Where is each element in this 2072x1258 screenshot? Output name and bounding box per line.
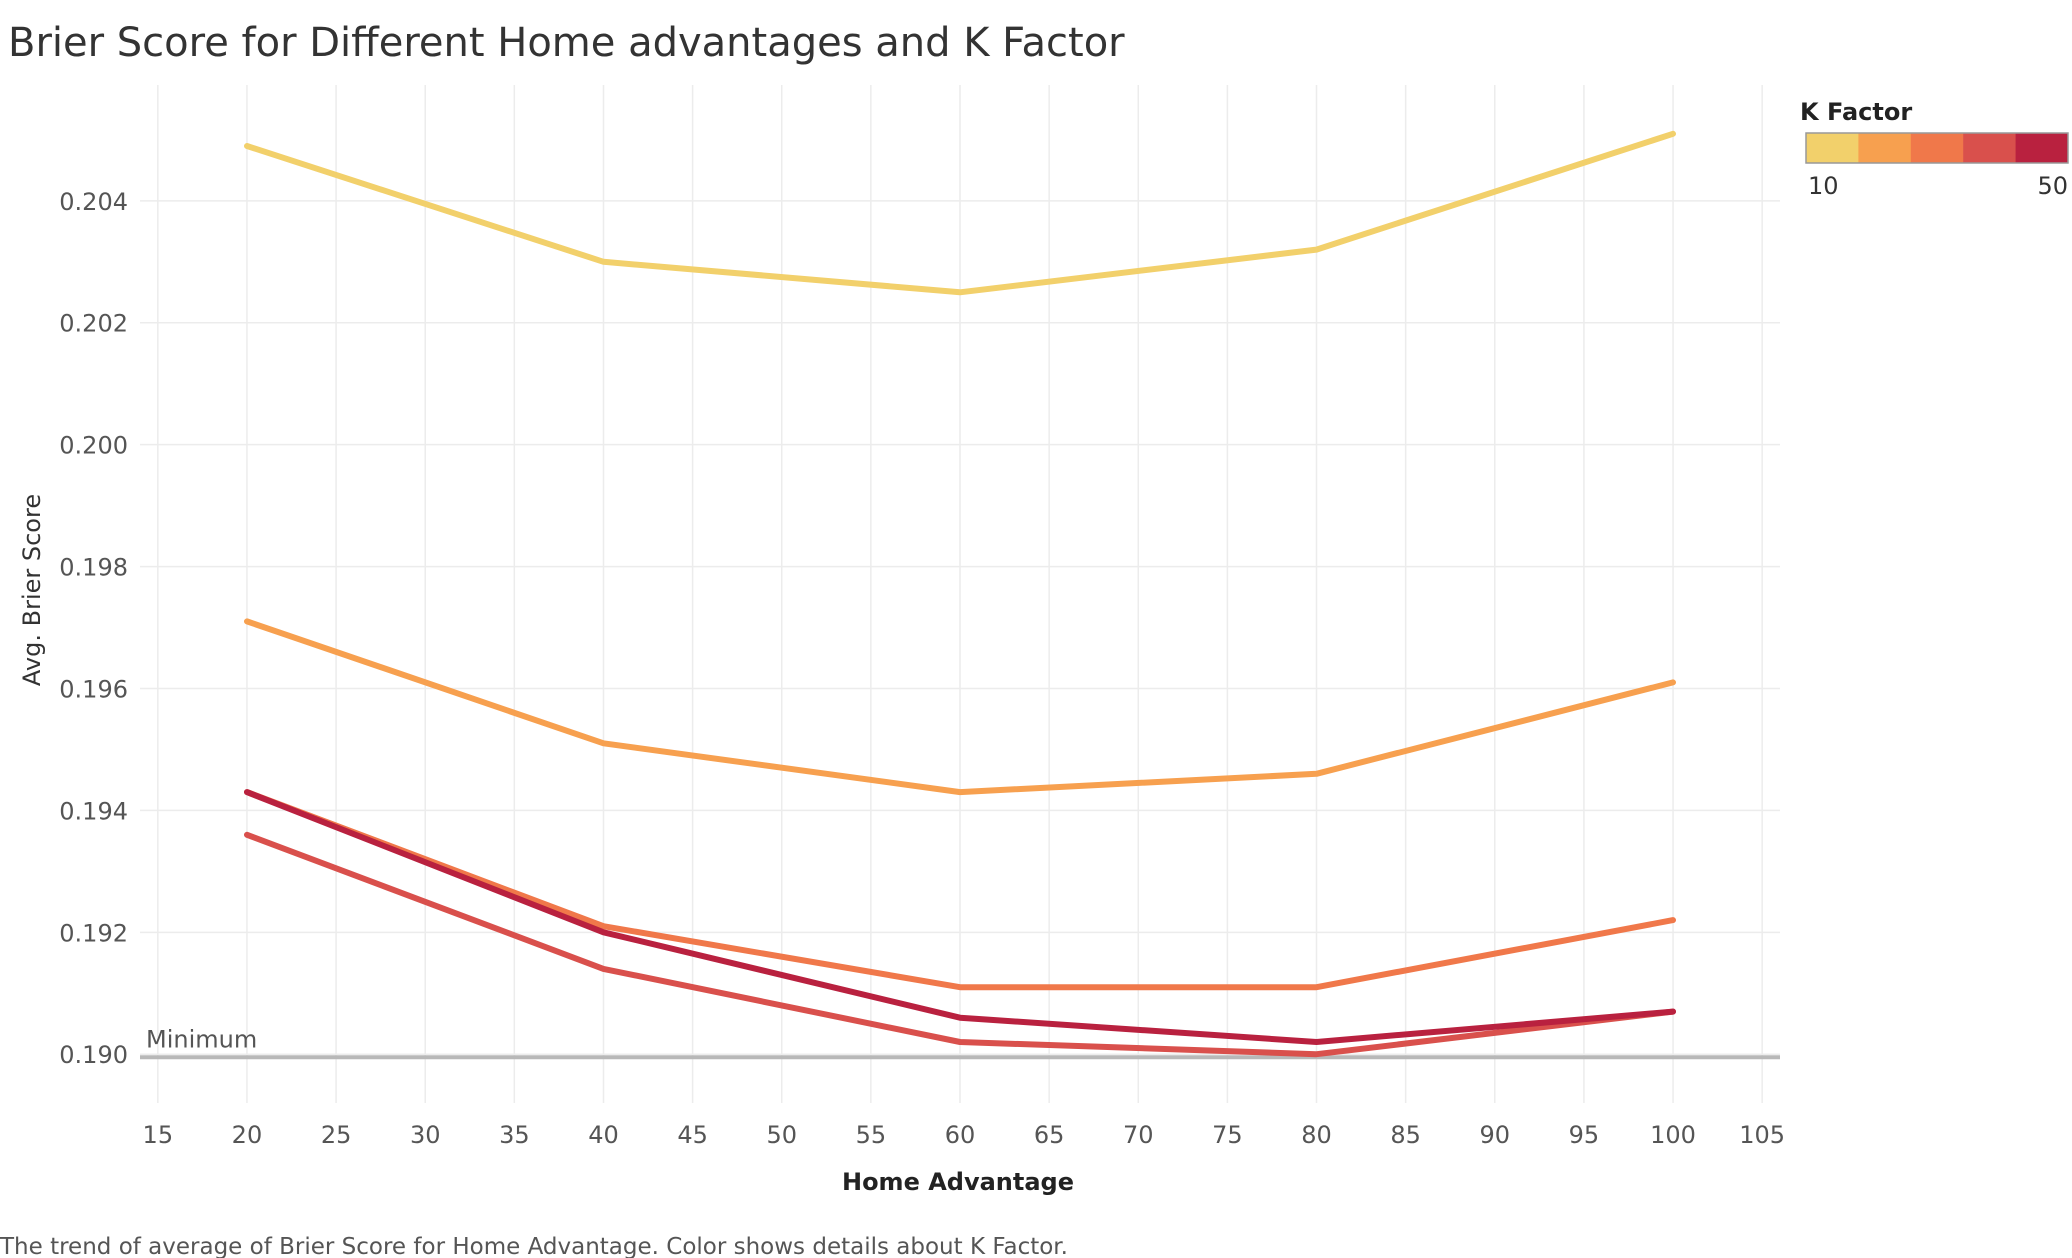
legend-min-label: 10	[1808, 172, 1839, 200]
x-tick-label: 60	[945, 1121, 976, 1149]
minimum-label: Minimum	[146, 1025, 257, 1053]
y-axis-title: Avg. Brier Score	[18, 494, 46, 686]
y-tick-label: 0.192	[59, 919, 128, 947]
x-tick-label: 80	[1301, 1121, 1332, 1149]
series-line-4	[244, 831, 1676, 1058]
x-tick-label: 95	[1569, 1121, 1600, 1149]
legend-max-label: 50	[2037, 172, 2068, 200]
x-tick-label: 85	[1390, 1121, 1421, 1149]
series-line-3	[244, 789, 1676, 991]
x-axis-ticks: 15 20 25 30 35 40 45 50 55 60 65 70 75 80 85 90 95 100 105	[143, 1121, 1786, 1149]
y-tick-label: 0.190	[59, 1041, 128, 1069]
y-tick-label: 0.204	[59, 188, 128, 216]
legend: K Factor 10 50	[1800, 98, 2069, 200]
series-line-1	[244, 130, 1676, 296]
series-lines	[244, 130, 1676, 1058]
x-tick-label: 45	[677, 1121, 708, 1149]
x-tick-label: 100	[1650, 1121, 1696, 1149]
x-tick-label: 25	[321, 1121, 352, 1149]
x-tick-label: 20	[232, 1121, 263, 1149]
chart-caption: The trend of average of Brier Score for …	[0, 1234, 1068, 1258]
x-axis-title: Home Advantage	[842, 1168, 1074, 1196]
x-tick-label: 15	[143, 1121, 174, 1149]
series-line-5	[244, 789, 1676, 1045]
x-tick-label: 55	[856, 1121, 887, 1149]
legend-swatch	[1910, 133, 1964, 163]
legend-swatch	[1963, 133, 2017, 163]
legend-swatch	[2015, 133, 2069, 163]
series-line-2	[244, 618, 1676, 796]
y-tick-label: 0.200	[59, 432, 128, 460]
x-tick-label: 90	[1480, 1121, 1511, 1149]
x-tick-label: 105	[1739, 1121, 1785, 1149]
legend-title: K Factor	[1800, 98, 1912, 126]
grid	[140, 85, 1780, 1103]
y-tick-label: 0.194	[59, 797, 128, 825]
x-tick-label: 70	[1123, 1121, 1154, 1149]
y-axis-ticks: 0.190 0.192 0.194 0.196 0.198 0.200 0.202 0.204	[59, 188, 128, 1069]
y-tick-label: 0.198	[59, 554, 128, 582]
x-tick-label: 50	[766, 1121, 797, 1149]
legend-ramp-border	[1805, 132, 2069, 164]
legend-swatch	[1858, 133, 1912, 163]
legend-color-ramp	[1805, 132, 2069, 164]
reference-line: Minimum	[140, 1025, 1780, 1060]
legend-swatch	[1806, 133, 1859, 163]
x-tick-label: 30	[410, 1121, 441, 1149]
x-tick-label: 40	[588, 1121, 619, 1149]
x-tick-label: 65	[1034, 1121, 1065, 1149]
x-tick-label: 35	[499, 1121, 530, 1149]
y-tick-label: 0.202	[59, 310, 128, 338]
chart-title: Brier Score for Different Home advantage…	[8, 20, 1125, 66]
x-tick-label: 75	[1212, 1121, 1243, 1149]
y-tick-label: 0.196	[59, 675, 128, 703]
